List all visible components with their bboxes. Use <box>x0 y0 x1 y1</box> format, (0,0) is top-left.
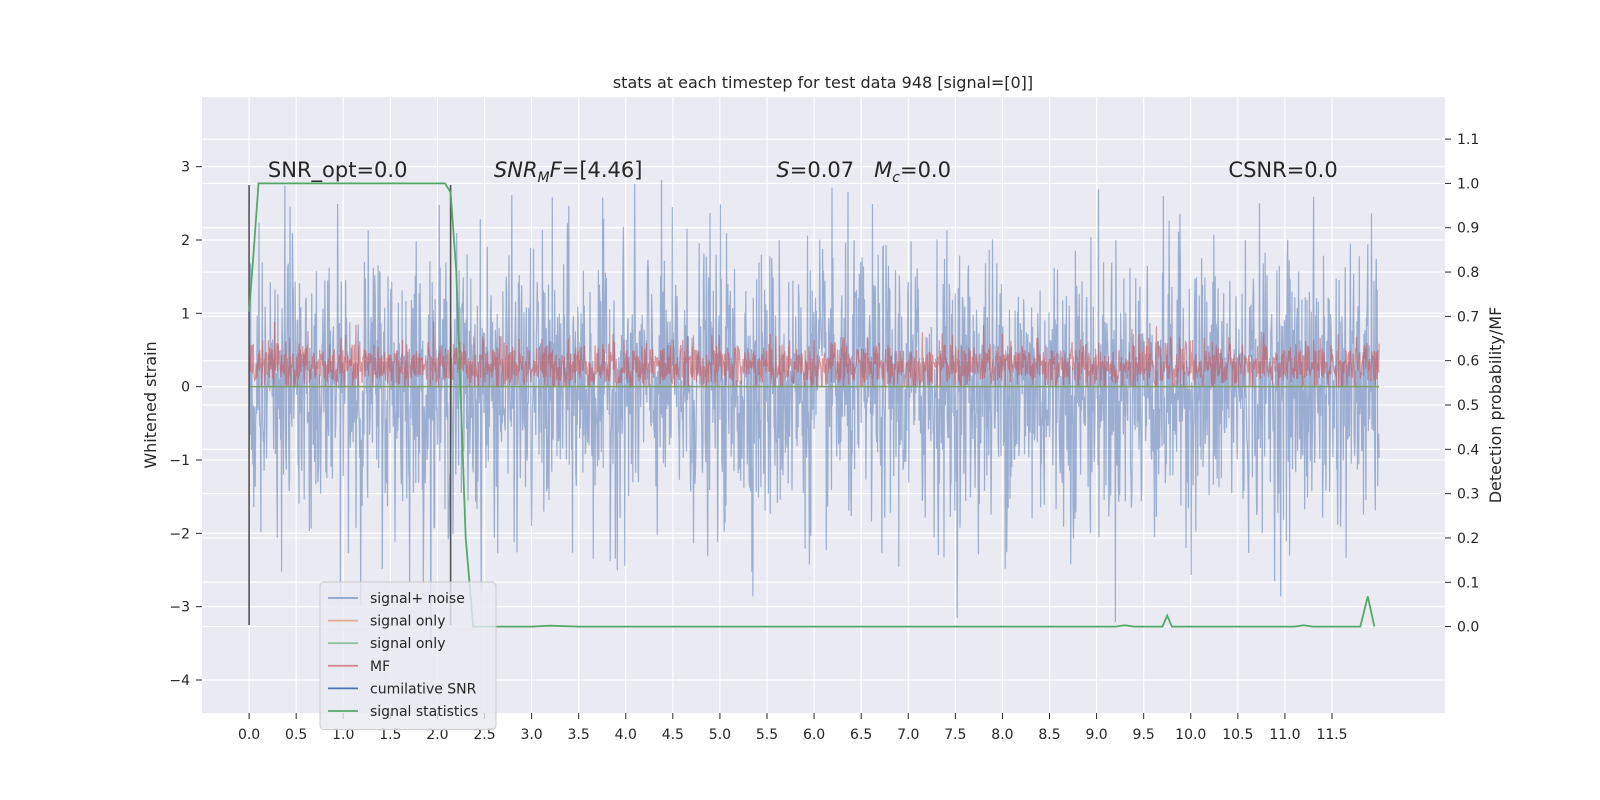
legend-box <box>319 581 497 731</box>
chart-title: stats at each timestep for test data 948… <box>613 73 1033 92</box>
y-tick-label: −3 <box>169 600 190 616</box>
x-tick-label: 5.0 <box>709 727 731 743</box>
x-tick-label: 0.0 <box>238 727 260 743</box>
y-tick-label: 0 <box>181 380 190 396</box>
legend-label: signal+ noise <box>370 591 465 607</box>
x-tick-label: 1.0 <box>332 727 354 743</box>
y-tick-label: 2 <box>181 233 190 249</box>
annotation-s-mc: S=0.07 Mc=0.0 <box>776 158 951 186</box>
annotations: SNR_opt=0.0 SNRMF=[4.46] S=0.07 Mc=0.0 CSNR… <box>268 158 1338 186</box>
x-tick-label: 5.5 <box>756 727 778 743</box>
y2-tick-label: 1.0 <box>1457 176 1479 192</box>
y2-tick-label: 0.5 <box>1457 398 1479 414</box>
y2-axis-label: Detection probability/MF <box>1486 307 1505 504</box>
y-tick-label: 1 <box>181 306 190 322</box>
x-tick-label: 3.0 <box>520 727 542 743</box>
series-signal-noise <box>248 179 1380 649</box>
y2-tick-label: 0.4 <box>1457 442 1479 458</box>
legend-label: signal only <box>370 636 445 652</box>
x-tick-label: 4.0 <box>615 727 637 743</box>
x-tick-label: 9.5 <box>1133 727 1155 743</box>
y2-tick-label: 0.3 <box>1457 487 1479 503</box>
x-tick-label: 11.0 <box>1269 727 1300 743</box>
y-tick-label: −1 <box>169 453 190 469</box>
y-tick-label: −4 <box>169 673 190 689</box>
x-tick-label: 10.0 <box>1175 727 1206 743</box>
y2-tick-label: 0.7 <box>1457 309 1479 325</box>
annotation-snr-mf: SNRMF=[4.46] <box>494 158 643 186</box>
x-tick-label: 6.0 <box>803 727 825 743</box>
x-tick-label: 9.0 <box>1085 727 1107 743</box>
series-layer <box>248 179 1380 649</box>
x-tick-label: 6.5 <box>850 727 872 743</box>
x-tick-label: 7.5 <box>944 727 966 743</box>
y-axis-label: Whitened strain <box>141 341 160 468</box>
x-tick-label: 3.5 <box>568 727 590 743</box>
series-mf <box>248 321 1380 389</box>
y2-tick-label: 0.8 <box>1457 265 1479 281</box>
y2-tick-label: 1.1 <box>1457 132 1479 148</box>
legend-label: signal statistics <box>370 704 478 720</box>
y2-tick-label: 0.9 <box>1457 221 1479 237</box>
x-axis: 0.0 0.5 1.0 1.5 2.0 2.5 3.0 3.5 4.0 4.5 5.0 5.5 6.0 6… <box>238 713 1348 743</box>
x-tick-label: 11.5 <box>1316 727 1347 743</box>
y2-tick-label: 0.2 <box>1457 531 1479 547</box>
legend-label: cumilative SNR <box>370 681 477 697</box>
y2-tick-label: 0.0 <box>1457 620 1479 636</box>
x-tick-label: 10.5 <box>1222 727 1253 743</box>
x-tick-label: 8.0 <box>991 727 1013 743</box>
x-tick-label: 8.5 <box>1038 727 1060 743</box>
legend: signal+ noise signal only signal only MF cum… <box>319 581 497 731</box>
y-tick-label: −2 <box>169 526 190 542</box>
y-axis: 3 2 1 0 −1 −2 −3 −4 <box>169 160 202 689</box>
x-tick-label: 1.5 <box>379 727 401 743</box>
x-tick-label: 2.5 <box>473 727 495 743</box>
legend-label: MF <box>370 659 390 675</box>
y2-axis: 1.1 1.0 0.9 0.8 0.7 0.6 0.5 0.4 0.3 0.2 0.1 0.0 <box>1445 132 1479 636</box>
annotation-snr-opt: SNR_opt=0.0 <box>268 158 408 183</box>
series-signal-statistics <box>248 182 1376 628</box>
legend-label: signal only <box>370 614 445 630</box>
y2-tick-label: 0.6 <box>1457 354 1479 370</box>
y-tick-label: 3 <box>181 160 190 176</box>
x-tick-label: 0.5 <box>285 727 307 743</box>
annotation-csnr: CSNR=0.0 <box>1228 158 1337 182</box>
y2-tick-label: 0.1 <box>1457 575 1479 591</box>
x-tick-label: 4.5 <box>662 727 684 743</box>
x-tick-label: 2.0 <box>426 727 448 743</box>
x-tick-label: 7.0 <box>897 727 919 743</box>
